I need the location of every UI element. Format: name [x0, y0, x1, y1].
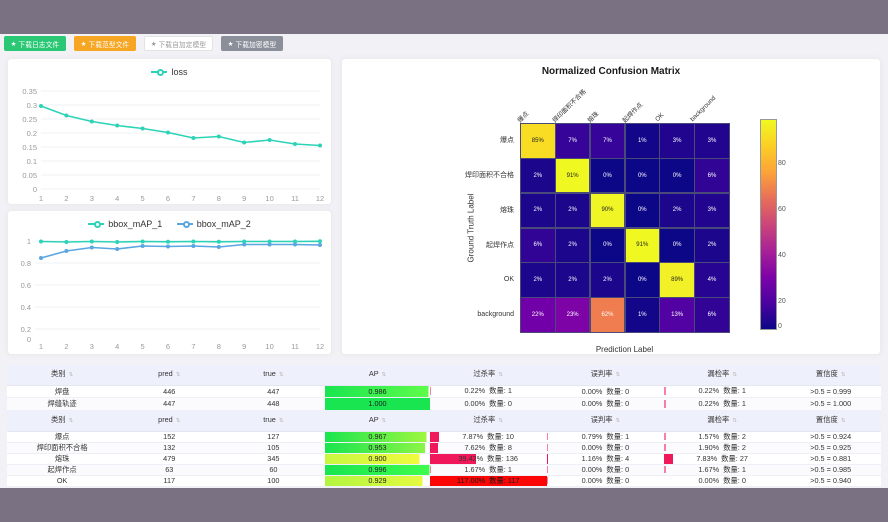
svg-text:10: 10: [265, 194, 273, 203]
svg-text:3: 3: [90, 342, 94, 351]
svg-text:1: 1: [39, 194, 43, 203]
svg-text:4: 4: [115, 342, 119, 351]
svg-text:2: 2: [64, 342, 68, 351]
svg-text:8: 8: [217, 194, 221, 203]
svg-text:5: 5: [141, 194, 145, 203]
svg-text:0.2: 0.2: [21, 325, 31, 334]
svg-text:1: 1: [27, 237, 31, 246]
svg-text:7: 7: [191, 194, 195, 203]
svg-text:7: 7: [191, 342, 195, 351]
svg-text:0: 0: [27, 335, 31, 344]
svg-text:6: 6: [166, 194, 170, 203]
svg-text:0.15: 0.15: [22, 143, 37, 152]
svg-text:9: 9: [242, 342, 246, 351]
svg-text:9: 9: [242, 194, 246, 203]
svg-text:0.3: 0.3: [27, 101, 37, 110]
svg-text:11: 11: [291, 342, 299, 351]
svg-text:2: 2: [64, 194, 68, 203]
svg-text:0.25: 0.25: [22, 115, 37, 124]
svg-text:8: 8: [217, 342, 221, 351]
svg-text:12: 12: [316, 342, 324, 351]
svg-text:3: 3: [90, 194, 94, 203]
svg-text:0.4: 0.4: [21, 303, 31, 312]
svg-text:0.1: 0.1: [27, 157, 37, 166]
svg-text:12: 12: [316, 194, 324, 203]
svg-text:4: 4: [115, 194, 119, 203]
svg-text:0.6: 0.6: [21, 281, 31, 290]
svg-text:10: 10: [265, 342, 273, 351]
svg-text:11: 11: [291, 194, 299, 203]
svg-text:0: 0: [33, 185, 37, 194]
svg-text:0.35: 0.35: [22, 87, 37, 96]
svg-text:1: 1: [39, 342, 43, 351]
svg-text:0.05: 0.05: [22, 171, 37, 180]
svg-text:0.8: 0.8: [21, 259, 31, 268]
svg-text:0.2: 0.2: [27, 129, 37, 138]
svg-text:5: 5: [141, 342, 145, 351]
svg-text:6: 6: [166, 342, 170, 351]
